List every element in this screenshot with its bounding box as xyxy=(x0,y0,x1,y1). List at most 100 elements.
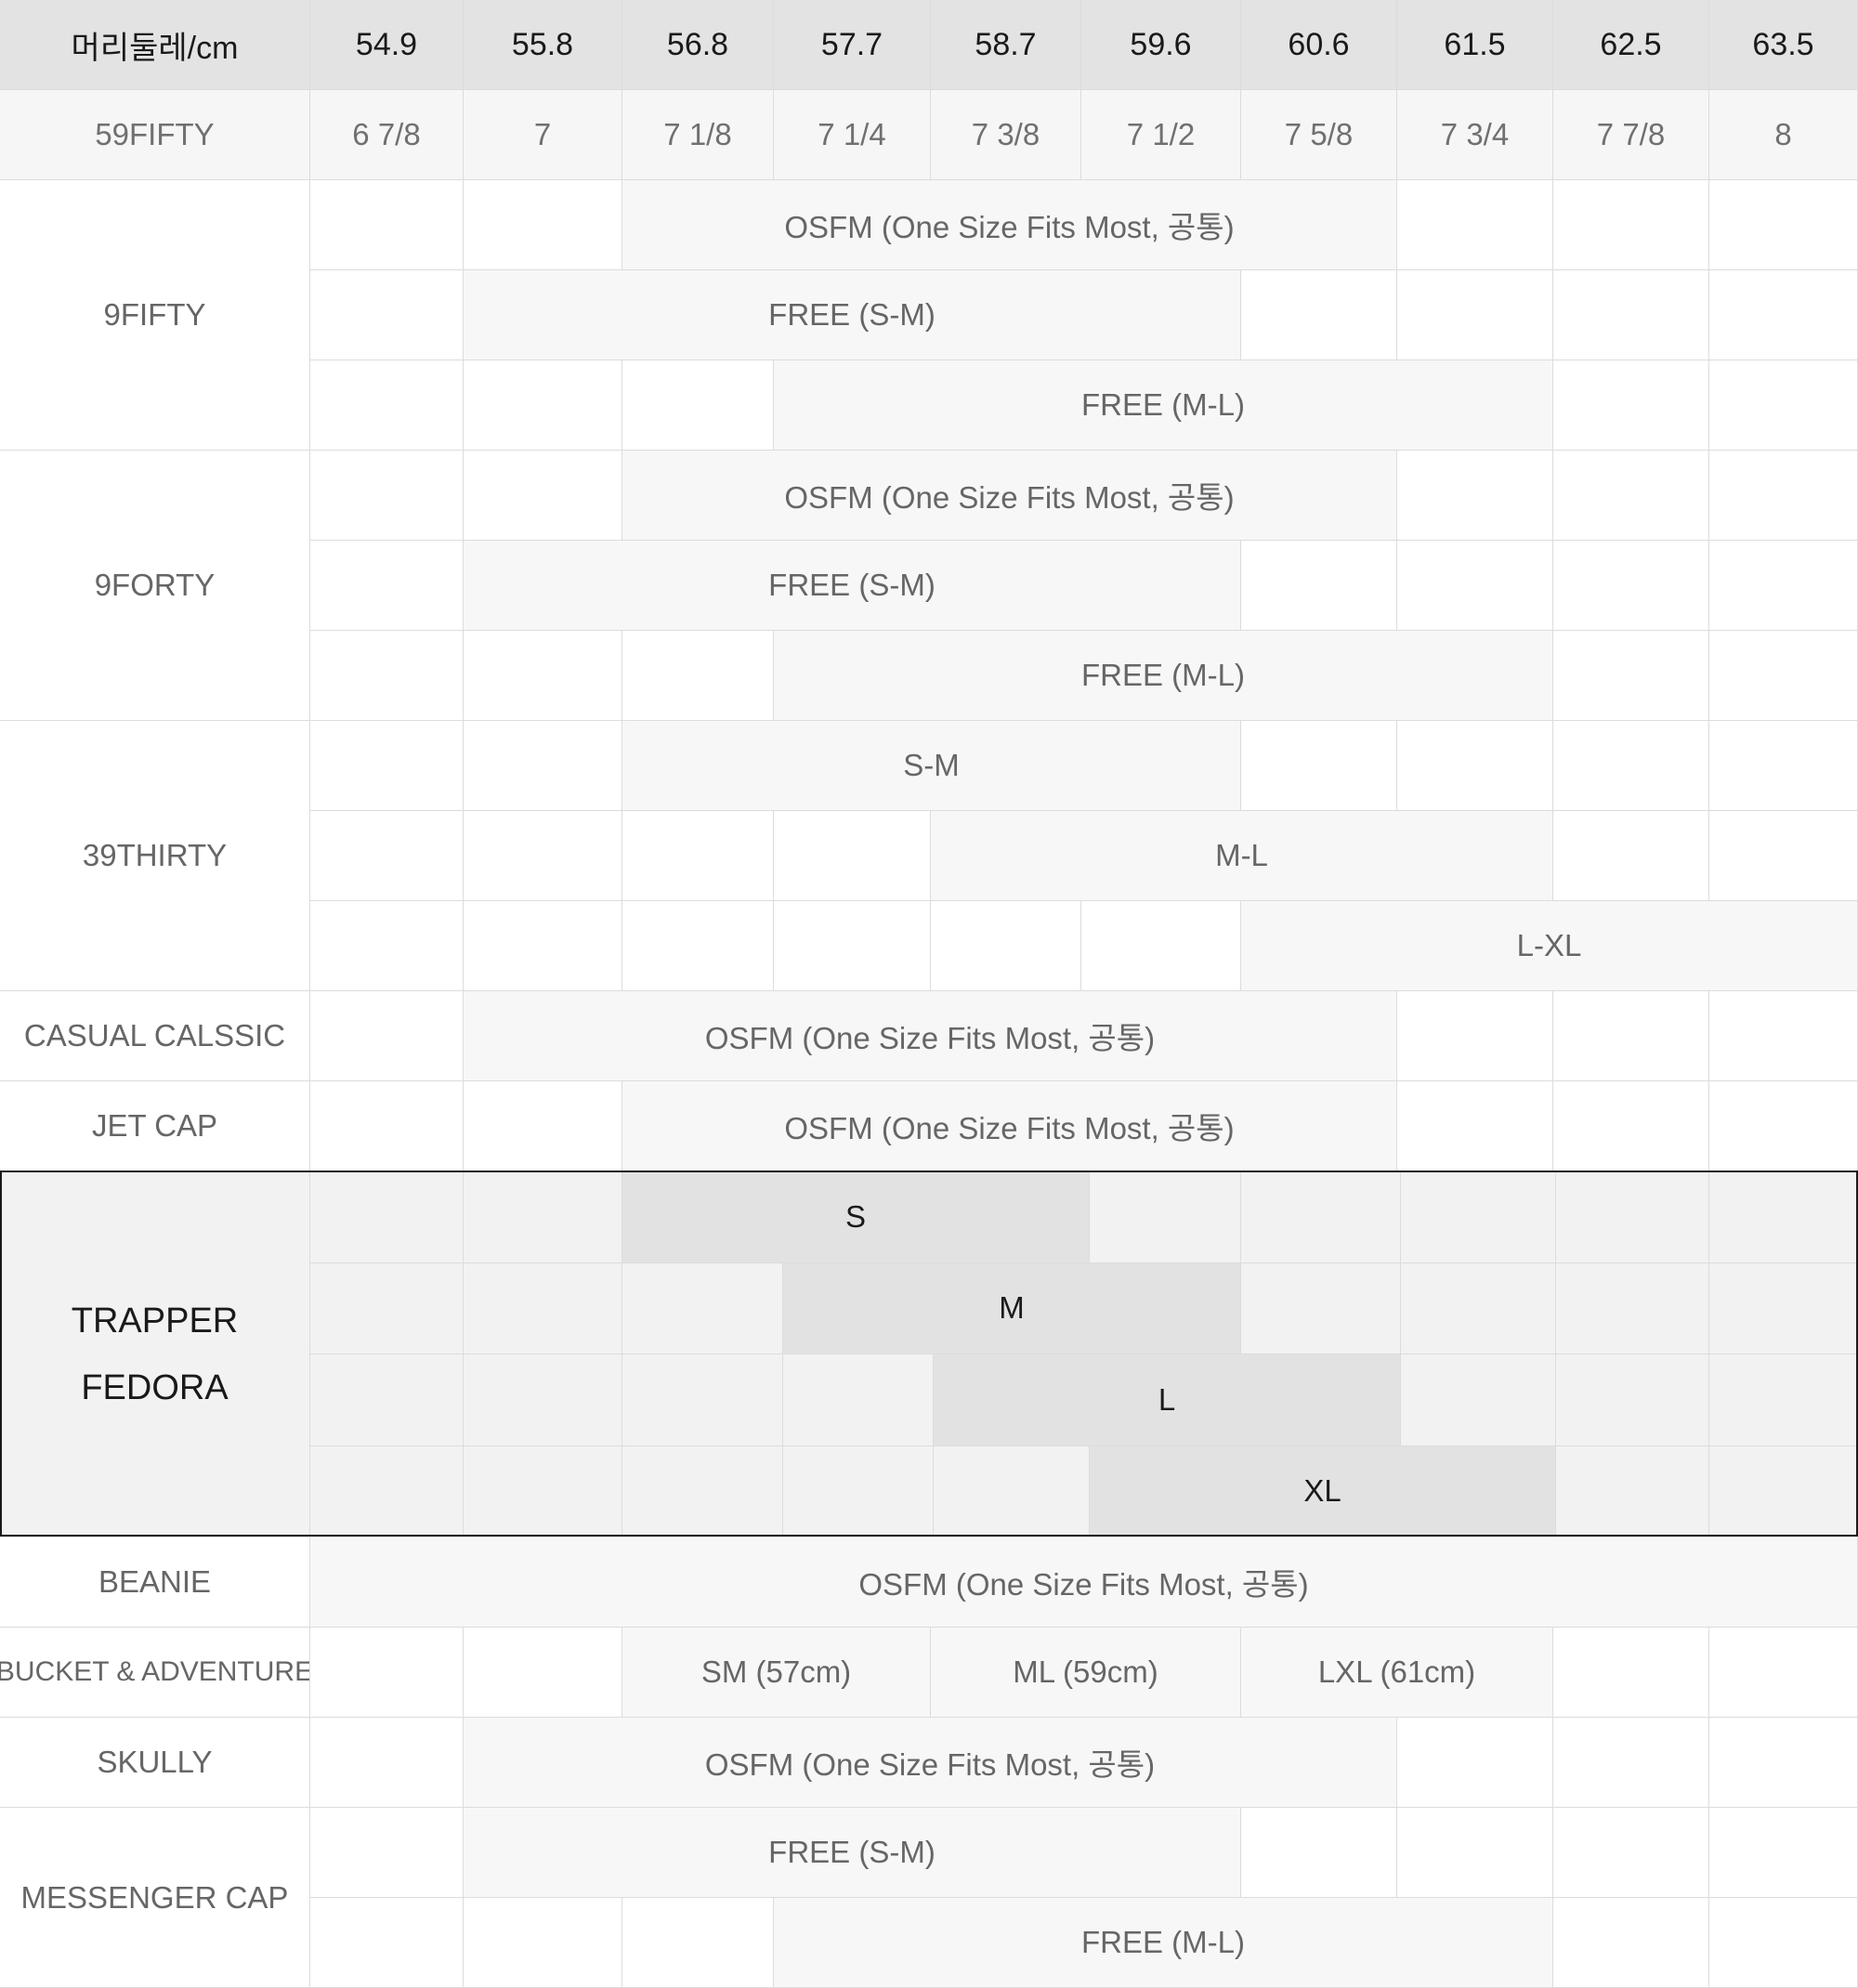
inch-size-value: 7 3/4 xyxy=(1397,90,1553,180)
empty-cell xyxy=(310,1898,464,1988)
empty-cell xyxy=(1709,991,1858,1081)
empty-cell xyxy=(1709,1445,1858,1537)
empty-cell xyxy=(1709,1718,1858,1808)
empty-cell xyxy=(1553,270,1709,360)
empty-cell xyxy=(1397,1718,1553,1808)
size-range: S xyxy=(622,1171,1090,1263)
empty-cell xyxy=(464,1898,622,1988)
empty-cell xyxy=(1241,1262,1401,1354)
empty-cell xyxy=(310,360,464,451)
empty-cell xyxy=(1397,721,1553,811)
header-cm-value: 63.5 xyxy=(1709,0,1858,90)
size-range: FREE (S-M) xyxy=(464,270,1241,360)
header-cm-value: 58.7 xyxy=(931,0,1081,90)
inch-size-value: 7 1/2 xyxy=(1081,90,1241,180)
empty-cell xyxy=(1556,1171,1709,1263)
empty-cell xyxy=(931,901,1081,991)
empty-cell xyxy=(464,1445,622,1537)
empty-cell xyxy=(464,811,622,901)
empty-cell xyxy=(1709,451,1858,541)
size-range: OSFM (One Size Fits Most, 공통) xyxy=(622,451,1397,541)
empty-cell xyxy=(464,451,622,541)
empty-cell xyxy=(310,1354,464,1446)
empty-cell xyxy=(1397,451,1553,541)
empty-cell xyxy=(1709,1171,1858,1263)
size-range: OSFM (One Size Fits Most, 공통) xyxy=(310,1537,1858,1628)
empty-cell xyxy=(1397,270,1553,360)
empty-cell xyxy=(1709,811,1858,901)
inch-size-value: 7 xyxy=(464,90,622,180)
row-label-59fifty: 59FIFTY xyxy=(0,90,310,180)
empty-cell xyxy=(622,631,774,721)
empty-cell xyxy=(1556,1445,1709,1537)
size-range: L-XL xyxy=(1241,901,1858,991)
header-cm-value: 55.8 xyxy=(464,0,622,90)
size-range: M xyxy=(783,1262,1241,1354)
header-cm-value: 57.7 xyxy=(774,0,931,90)
empty-cell xyxy=(310,1171,464,1263)
empty-cell xyxy=(1709,1354,1858,1446)
empty-cell xyxy=(1709,1898,1858,1988)
empty-cell xyxy=(1241,721,1397,811)
inch-size-value: 6 7/8 xyxy=(310,90,464,180)
empty-cell xyxy=(310,991,464,1081)
empty-cell xyxy=(1401,1262,1556,1354)
empty-cell xyxy=(1241,270,1397,360)
row-label-bucket-adventure: BUCKET & ADVENTURE xyxy=(0,1628,310,1718)
empty-cell xyxy=(622,1262,783,1354)
empty-cell xyxy=(774,901,931,991)
row-label-9forty: 9FORTY xyxy=(0,451,310,721)
empty-cell xyxy=(774,811,931,901)
size-range: M-L xyxy=(931,811,1553,901)
empty-cell xyxy=(310,1262,464,1354)
empty-cell xyxy=(783,1354,934,1446)
empty-cell xyxy=(1553,1718,1709,1808)
empty-cell xyxy=(1553,991,1709,1081)
empty-cell xyxy=(622,360,774,451)
empty-cell xyxy=(1553,721,1709,811)
empty-cell xyxy=(622,1354,783,1446)
row-label-line: FEDORA xyxy=(81,1367,229,1407)
inch-size-value: 8 xyxy=(1709,90,1858,180)
empty-cell xyxy=(1709,270,1858,360)
inch-size-value: 7 1/4 xyxy=(774,90,931,180)
empty-cell xyxy=(1401,1171,1556,1263)
empty-cell xyxy=(1709,1628,1858,1718)
empty-cell xyxy=(1241,541,1397,631)
empty-cell xyxy=(1553,360,1709,451)
empty-cell xyxy=(310,811,464,901)
empty-cell xyxy=(310,1718,464,1808)
header-cm-value: 59.6 xyxy=(1081,0,1241,90)
empty-cell xyxy=(1397,991,1553,1081)
empty-cell xyxy=(1556,1262,1709,1354)
empty-cell xyxy=(1709,541,1858,631)
empty-cell xyxy=(464,1262,622,1354)
empty-cell xyxy=(783,1445,934,1537)
inch-size-value: 7 5/8 xyxy=(1241,90,1397,180)
empty-cell xyxy=(1553,180,1709,270)
header-cm-value: 56.8 xyxy=(622,0,774,90)
empty-cell xyxy=(1553,451,1709,541)
size-range: L xyxy=(934,1354,1401,1446)
empty-cell xyxy=(310,270,464,360)
size-range: LXL (61cm) xyxy=(1241,1628,1553,1718)
size-range: OSFM (One Size Fits Most, 공통) xyxy=(464,1718,1397,1808)
empty-cell xyxy=(310,721,464,811)
empty-cell xyxy=(1553,811,1709,901)
size-range: S-M xyxy=(622,721,1241,811)
empty-cell xyxy=(1553,1628,1709,1718)
empty-cell xyxy=(464,180,622,270)
empty-cell xyxy=(1401,1354,1556,1446)
row-label-9fifty: 9FIFTY xyxy=(0,180,310,451)
header-cm-value: 61.5 xyxy=(1397,0,1553,90)
header-cm-value: 62.5 xyxy=(1553,0,1709,90)
empty-cell xyxy=(1397,1808,1553,1898)
header-label: 머리둘레/cm xyxy=(0,0,310,90)
empty-cell xyxy=(310,1628,464,1718)
empty-cell xyxy=(1090,1171,1241,1263)
empty-cell xyxy=(1709,180,1858,270)
empty-cell xyxy=(310,541,464,631)
header-cm-value: 54.9 xyxy=(310,0,464,90)
empty-cell xyxy=(464,1171,622,1263)
